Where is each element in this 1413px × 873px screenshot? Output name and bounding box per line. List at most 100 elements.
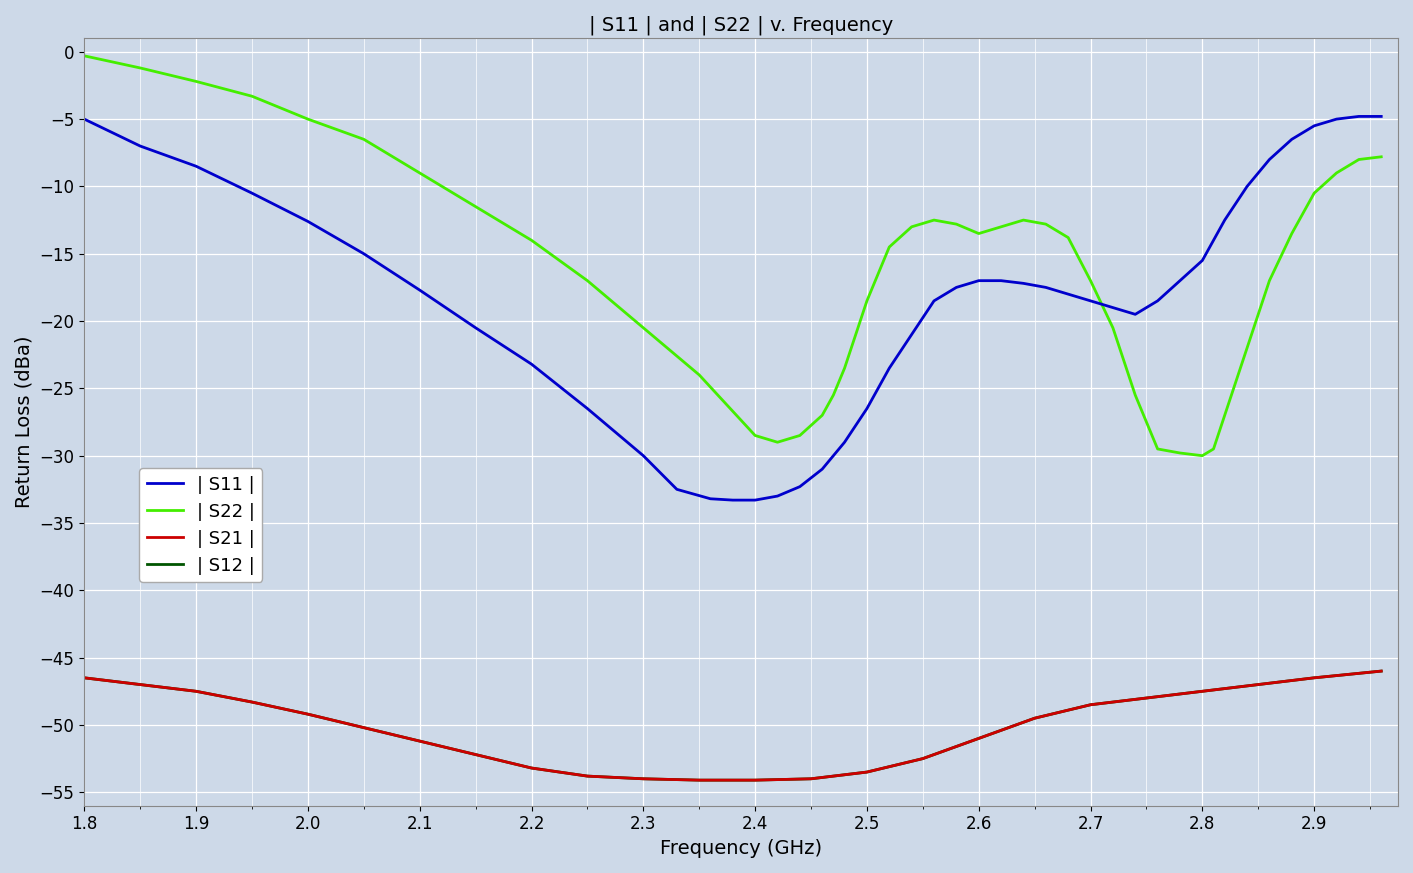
| S11 |	[769, 491, 786, 501]
| S22 |	[1260, 275, 1277, 285]
| S22 |	[1105, 322, 1122, 333]
| S21 |	[523, 763, 540, 773]
| S21 |	[188, 686, 205, 697]
| S11 |	[1373, 111, 1390, 121]
| S21 |	[634, 773, 651, 784]
| S11 |	[1217, 215, 1234, 225]
| S11 |	[903, 329, 920, 340]
| S22 |	[634, 322, 651, 333]
| S11 |	[1060, 289, 1077, 299]
| S11 |	[1082, 296, 1099, 306]
Line: | S11 |: | S11 |	[85, 116, 1382, 500]
Line: | S22 |: | S22 |	[85, 56, 1382, 456]
| S12 |	[1373, 666, 1390, 677]
| S11 |	[411, 285, 428, 295]
| S22 |	[1205, 443, 1222, 454]
Legend: | S11 |, | S22 |, | S21 |, | S12 |: | S11 |, | S22 |, | S21 |, | S12 |	[140, 468, 263, 581]
| S12 |	[1082, 699, 1099, 710]
| S22 |	[523, 235, 540, 245]
| S22 |	[1015, 215, 1031, 225]
| S22 |	[411, 168, 428, 178]
| S22 |	[791, 430, 808, 441]
| S22 |	[1060, 232, 1077, 243]
| S11 |	[814, 464, 831, 474]
| S11 |	[76, 113, 93, 124]
| S12 |	[468, 749, 485, 760]
Line: | S21 |: | S21 |	[85, 671, 1382, 780]
| S22 |	[1328, 168, 1345, 178]
| S12 |	[300, 709, 317, 719]
| S12 |	[634, 773, 651, 784]
| S21 |	[411, 736, 428, 746]
| S11 |	[579, 403, 596, 414]
| S21 |	[746, 775, 763, 786]
| S11 |	[880, 363, 897, 374]
| S22 |	[948, 219, 965, 230]
| S21 |	[468, 749, 485, 760]
| S12 |	[1026, 713, 1043, 724]
| S22 |	[1082, 275, 1099, 285]
| S21 |	[803, 773, 820, 784]
| S22 |	[691, 369, 708, 380]
Y-axis label: Return Loss (dBa): Return Loss (dBa)	[16, 336, 34, 508]
| S12 |	[579, 771, 596, 781]
| S11 |	[992, 275, 1009, 285]
| S22 |	[1306, 188, 1323, 198]
| S22 |	[76, 51, 93, 61]
| S11 |	[1306, 120, 1323, 131]
| S21 |	[1306, 672, 1323, 683]
| S21 |	[1082, 699, 1099, 710]
| S11 |	[1328, 113, 1345, 124]
| S12 |	[76, 672, 93, 683]
| S22 |	[836, 363, 853, 374]
| S22 |	[926, 215, 942, 225]
| S12 |	[523, 763, 540, 773]
| S22 |	[1126, 390, 1143, 401]
| S22 |	[1037, 219, 1054, 230]
| S11 |	[1194, 255, 1211, 265]
| S22 |	[188, 76, 205, 86]
| S11 |	[926, 296, 942, 306]
| S11 |	[1149, 296, 1166, 306]
Line: | S12 |: | S12 |	[85, 671, 1382, 780]
| S22 |	[859, 296, 876, 306]
| S11 |	[1283, 134, 1300, 145]
| S22 |	[746, 430, 763, 441]
| S21 |	[300, 709, 317, 719]
| S22 |	[579, 275, 596, 285]
| S12 |	[131, 679, 148, 690]
| S12 |	[188, 686, 205, 697]
| S12 |	[803, 773, 820, 784]
| S12 |	[1137, 693, 1154, 704]
| S11 |	[859, 403, 876, 414]
| S22 |	[1149, 443, 1166, 454]
| S22 |	[880, 242, 897, 252]
| S11 |	[188, 161, 205, 171]
| S12 |	[243, 697, 260, 707]
| S11 |	[948, 282, 965, 292]
| S11 |	[1015, 278, 1031, 289]
| S21 |	[1194, 686, 1211, 697]
| S22 |	[243, 91, 260, 101]
| S22 |	[1373, 152, 1390, 162]
| S22 |	[1171, 448, 1188, 458]
| S21 |	[1137, 693, 1154, 704]
| S11 |	[1105, 302, 1122, 313]
| S11 |	[1171, 275, 1188, 285]
| S11 |	[300, 217, 317, 227]
| S22 |	[355, 134, 372, 145]
| S11 |	[702, 493, 719, 504]
| S11 |	[243, 188, 260, 198]
| S11 |	[468, 322, 485, 333]
| S22 |	[468, 202, 485, 212]
| S21 |	[1373, 666, 1390, 677]
| S11 |	[131, 141, 148, 151]
| S21 |	[243, 697, 260, 707]
| S21 |	[579, 771, 596, 781]
| S21 |	[971, 733, 988, 744]
| S11 |	[1239, 182, 1256, 192]
| S22 |	[814, 410, 831, 421]
| S21 |	[1249, 679, 1266, 690]
| S11 |	[836, 437, 853, 448]
| S12 |	[746, 775, 763, 786]
